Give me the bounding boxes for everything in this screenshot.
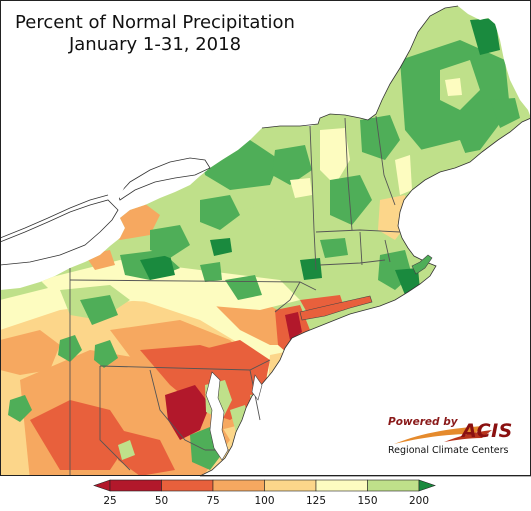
cape-cod	[411, 254, 433, 275]
legend-tick-label: 200	[408, 495, 430, 507]
legend-tick-label: 100	[254, 495, 275, 507]
legend-swatch	[315, 479, 368, 492]
legend-tick-label: 150	[357, 495, 378, 507]
acis-name: ACIS	[462, 420, 513, 442]
legend-arrow-low	[93, 479, 111, 492]
legend-tick-label: 125	[305, 495, 327, 507]
delaware-bay	[251, 374, 263, 401]
long-island	[299, 295, 373, 321]
legend-swatch	[109, 479, 162, 492]
precipitation-map	[0, 0, 531, 477]
legend-tick-label: 75	[206, 495, 220, 507]
legend-swatch	[161, 479, 214, 492]
atlantic-ocean	[199, 117, 531, 477]
powered-by-text: Powered by	[388, 416, 458, 428]
legend-swatch	[264, 479, 317, 492]
state-borders	[69, 115, 401, 476]
legend-swatch	[367, 479, 420, 492]
map-subtitle: January 1-31, 2018	[68, 34, 242, 55]
legend-arrow-high	[418, 479, 436, 492]
legend-swatch	[212, 479, 265, 492]
acis-logo: Powered by ACIS Regional Climate Centers	[384, 412, 524, 460]
lake-erie	[0, 199, 119, 266]
lake-ontario	[117, 157, 211, 201]
canada-border	[261, 5, 459, 129]
legend-tick-label: 50	[154, 495, 169, 507]
acis-swoosh-icon	[394, 426, 492, 444]
legend-tick-label: 25	[103, 495, 117, 507]
rcc-text: Regional Climate Centers	[388, 445, 509, 456]
color-legend	[93, 479, 436, 492]
chesapeake-bay	[205, 371, 229, 461]
map-title: Percent of Normal Precipitation	[15, 12, 295, 33]
